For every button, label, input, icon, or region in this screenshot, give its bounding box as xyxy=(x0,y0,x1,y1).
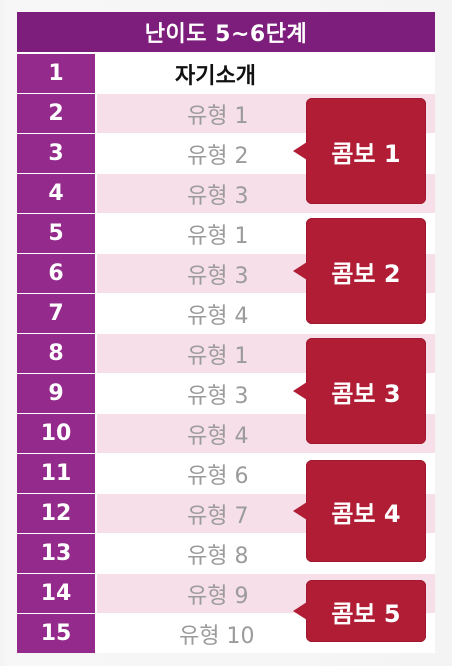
row-number: 9 xyxy=(17,374,97,413)
row-number: 13 xyxy=(17,534,97,573)
row-number: 6 xyxy=(17,254,97,293)
table-title: 난이도 5~6단계 xyxy=(17,12,435,54)
table-row: 1 자기소개 xyxy=(17,54,435,94)
combo-1-callout: 콤보 1 xyxy=(293,98,426,204)
combo-3-callout: 콤보 3 xyxy=(293,338,426,444)
row-number: 7 xyxy=(17,294,97,333)
row-number: 14 xyxy=(17,574,97,613)
row-number: 2 xyxy=(17,94,97,133)
row-number: 4 xyxy=(17,174,97,213)
row-number: 12 xyxy=(17,494,97,533)
combo-2-callout: 콤보 2 xyxy=(293,218,426,324)
table-row: 10 유형 4 xyxy=(17,414,435,454)
row-number: 3 xyxy=(17,134,97,173)
row-label: 자기소개 xyxy=(97,54,435,93)
row-number: 1 xyxy=(17,54,97,93)
row-number: 10 xyxy=(17,414,97,453)
row-number: 5 xyxy=(17,214,97,253)
row-number: 11 xyxy=(17,454,97,493)
difficulty-table: 난이도 5~6단계 1 자기소개 2 유형 1 3 유형 2 4 유형 3 5 … xyxy=(17,12,435,653)
row-label: 유형 4 xyxy=(97,414,435,453)
combo-4-callout: 콤보 4 xyxy=(293,460,426,562)
row-number: 15 xyxy=(17,614,97,653)
row-number: 8 xyxy=(17,334,97,373)
combo-5-callout: 콤보 5 xyxy=(293,580,426,642)
